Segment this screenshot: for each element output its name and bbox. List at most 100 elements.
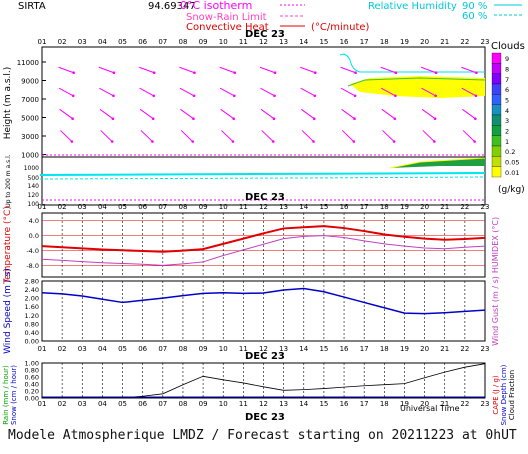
cloud-area (350, 76, 485, 98)
hour-label: 02 (58, 38, 67, 46)
wind-arrow-head-icon (273, 94, 276, 98)
hour-label: 05 (118, 38, 127, 46)
wind-arrow-head-icon (110, 140, 114, 143)
hour-label: 01 (38, 400, 47, 408)
hour-label: 01 (38, 38, 47, 46)
hour-label: 02 (58, 203, 67, 211)
wind-arrow-head-icon (434, 71, 438, 75)
wind-arrow-head-icon (232, 117, 235, 121)
hour-label: 14 (299, 400, 308, 408)
temperature-ylabel: Temperature (°C) (3, 206, 13, 285)
height-tick-label: 3000 (21, 133, 39, 141)
legend-conv-unit: (°C/minute) (311, 22, 370, 33)
hour-label: 13 (279, 400, 288, 408)
wind-arrow-icon (58, 66, 74, 74)
hour-label: 22 (460, 38, 469, 46)
colorbar-swatch (491, 94, 502, 105)
height-tick-label: 9000 (21, 78, 39, 86)
height-tick-label: 11000 (17, 59, 39, 67)
hour-label: 08 (178, 345, 187, 353)
hour-label: 22 (460, 345, 469, 353)
hour-label: 09 (199, 203, 208, 211)
wind-arrow-icon (98, 66, 115, 74)
wind-series-line (41, 287, 486, 315)
wind-arrow-icon (140, 130, 153, 142)
wind-arrow-head-icon (475, 71, 478, 75)
wind-arrow-icon (138, 66, 155, 74)
hour-label: 07 (158, 203, 167, 211)
wind-arrow-head-icon (474, 117, 477, 121)
hour-label: 20 (420, 345, 429, 353)
rain-ylabel: Rain (mm / hour) (2, 365, 10, 425)
low-height-tick-label: 100 (28, 201, 40, 208)
wind-arrow-head-icon (152, 94, 156, 98)
wind-arrow-icon (259, 66, 276, 74)
wind-arrow-icon (99, 108, 114, 120)
hour-label: 10 (219, 38, 228, 46)
wind-arrow-head-icon (151, 140, 154, 143)
temperature-series-line (41, 225, 486, 253)
low-cloud-area (390, 158, 485, 168)
hour-label: 08 (178, 400, 187, 408)
colorbar-swatch (491, 135, 502, 147)
hour-label: 07 (158, 38, 167, 46)
clouds-title: Clouds (491, 41, 525, 52)
wind-arrow-head-icon (193, 71, 196, 75)
hour-label: 21 (440, 345, 449, 353)
wind-arrow-icon (261, 130, 274, 142)
hour-label: 05 (118, 400, 127, 408)
wind-arrow-head-icon (70, 140, 74, 143)
hour-label: 03 (78, 203, 87, 211)
hour-labels-low: 01 02 03 04 05 06 07 08 09 10 11 12 13 14 15 16 17 18 19 20… (38, 345, 490, 353)
wind-gust-ylabel: Wind Gust (m / s) (491, 276, 500, 346)
wind-tick-label: 0.00 (25, 338, 39, 346)
wind-arrow-head-icon (353, 117, 356, 121)
wind-arrow-icon (340, 66, 356, 74)
wind-arrow-icon (301, 108, 315, 120)
wind-arrow-icon (462, 108, 476, 120)
wind-arrow-icon (381, 87, 396, 97)
hour-labels-bottom: 01 02 03 04 05 06 07 08 09 10 11 12 13 14 15 16 17 18 19 20… (38, 400, 490, 408)
wind-tick-label: 1.20 (25, 312, 39, 320)
hour-label: 17 (360, 38, 369, 46)
wind-arrow-icon (341, 130, 355, 142)
precip-xlabel: Universal Time (400, 404, 460, 413)
precip-tick-label: 0.60 (25, 374, 39, 382)
colorbar-level-label: 2 (505, 128, 509, 136)
wind-arrow-head-icon (473, 140, 476, 143)
temperature-tick-label: -8.0 (26, 262, 39, 270)
wind-arrow-head-icon (112, 71, 116, 75)
legend-rh-label: Relative Humidity (368, 1, 457, 12)
wind-arrow-icon (260, 87, 275, 97)
legend-snow-label: Snow-Rain Limit (186, 12, 267, 23)
hour-label: 21 (440, 38, 449, 46)
hour-label: 13 (279, 38, 288, 46)
wind-arrow-icon (179, 87, 195, 97)
wind-arrow-head-icon (393, 117, 397, 121)
date-label-low: DEC 23 (245, 351, 285, 362)
hour-label: 04 (98, 345, 107, 353)
hour-label: 23 (481, 203, 490, 211)
colorbar-swatch (491, 125, 502, 136)
hour-label: 10 (219, 400, 228, 408)
wind-tick-label: 2.00 (25, 295, 39, 303)
wind-ticks: 2.802.402.001.601.200.800.400.00 (25, 278, 39, 346)
hour-label: 02 (58, 345, 67, 353)
colorbar-swatch (491, 114, 502, 126)
wind-arrow-head-icon (71, 117, 74, 121)
wind-arrow-icon (340, 87, 356, 97)
wind-arrow-icon (180, 130, 194, 142)
wind-arrows (58, 66, 478, 143)
wind-arrow-icon (420, 66, 437, 74)
cloud-fraction-ylabel: Cloud Fraction (508, 370, 516, 420)
wind-arrow-icon (260, 108, 275, 120)
hour-label: 16 (340, 38, 349, 46)
wind-arrow-icon (421, 87, 436, 97)
wind-arrow-head-icon (434, 94, 437, 98)
hour-label: 06 (138, 400, 147, 408)
hour-label: 19 (400, 38, 409, 46)
wind-tick-label: 1.60 (25, 303, 39, 311)
height-tick-label: 7000 (21, 96, 39, 104)
hour-label: 23 (481, 345, 490, 353)
